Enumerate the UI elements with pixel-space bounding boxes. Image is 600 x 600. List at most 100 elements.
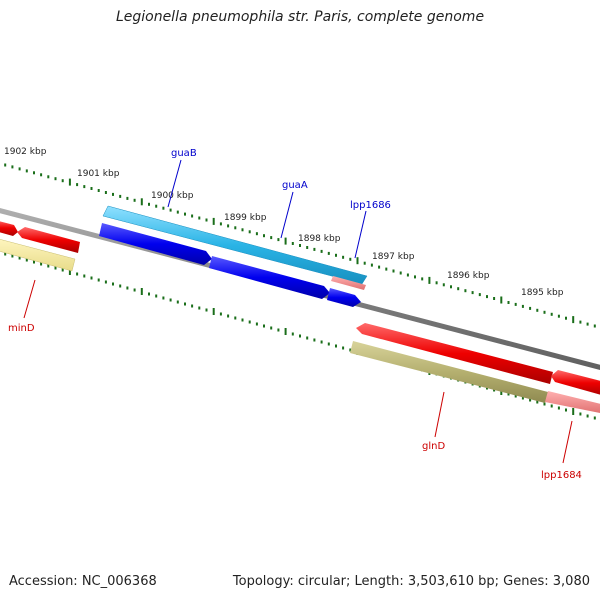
minor-tick	[191, 214, 194, 218]
minor-tick	[169, 208, 172, 212]
minor-tick	[335, 253, 337, 257]
minor-tick	[349, 348, 352, 352]
minor-tick	[550, 312, 553, 316]
minor-tick	[579, 320, 582, 324]
minor-tick	[493, 297, 496, 300]
minor-tick	[169, 298, 172, 302]
gene-label-guaA[interactable]: guaA	[282, 180, 308, 191]
minor-tick	[385, 267, 388, 271]
minor-tick	[191, 304, 194, 308]
minor-tick	[565, 408, 567, 412]
minor-tick	[18, 256, 21, 260]
minor-tick	[270, 236, 273, 240]
cds-arrow-left-1[interactable]	[0, 220, 18, 236]
cds-bar-khaki[interactable]	[350, 341, 548, 403]
minor-tick	[593, 416, 596, 420]
gene-label-lpp1686[interactable]: lpp1686	[350, 200, 391, 211]
minor-tick	[219, 312, 222, 316]
minor-tick	[421, 277, 424, 281]
minor-tick	[342, 255, 345, 259]
minor-tick	[299, 244, 301, 247]
minor-tick	[18, 167, 21, 171]
minor-tick	[521, 304, 524, 308]
cds-bar-pink-right[interactable]	[545, 391, 600, 414]
minor-tick	[119, 284, 122, 288]
minor-tick	[450, 285, 452, 289]
minor-tick	[40, 262, 43, 266]
minor-tick	[54, 177, 57, 181]
genome-summary-text: Topology: circular; Length: 3,503,610 bp…	[232, 574, 590, 589]
cds-arrow-lpp1686[interactable]	[327, 288, 361, 307]
minor-tick	[248, 230, 251, 234]
gene-label-lpp1684[interactable]: lpp1684	[541, 470, 582, 481]
cds-arrow-guaB[interactable]	[99, 223, 212, 265]
minor-tick	[536, 400, 539, 404]
minor-tick	[47, 264, 50, 268]
minor-tick	[234, 226, 237, 230]
cds-arrow-glnD[interactable]	[356, 323, 553, 384]
leader-line-minD	[23, 279, 36, 319]
minor-tick	[33, 260, 35, 264]
minor-tick	[155, 204, 158, 208]
cds-arrow-guaA[interactable]	[209, 256, 330, 299]
minor-tick	[521, 396, 524, 400]
minor-tick	[155, 294, 158, 298]
minor-tick	[593, 324, 596, 328]
minor-tick	[47, 175, 50, 179]
gene-label-glnD[interactable]: glnD	[422, 441, 445, 452]
minor-tick	[241, 228, 244, 232]
minor-tick	[320, 249, 323, 253]
minor-tick	[126, 286, 129, 290]
minor-tick	[299, 334, 301, 338]
minor-tick	[11, 254, 14, 258]
major-tick	[356, 257, 359, 265]
minor-tick	[306, 246, 309, 249]
minor-tick	[176, 210, 179, 214]
ruler-label: 1896 kbp	[447, 271, 490, 281]
minor-tick	[464, 289, 467, 293]
minor-tick	[184, 212, 186, 216]
major-tick	[572, 408, 575, 415]
minor-tick	[148, 292, 150, 296]
minor-tick	[198, 306, 201, 310]
gene-label-guaB[interactable]: guaB	[171, 148, 197, 159]
minor-tick	[25, 258, 28, 262]
minor-tick	[33, 171, 35, 175]
minor-tick	[40, 173, 43, 177]
minor-tick	[399, 271, 402, 275]
ruler-label: 1895 kbp	[521, 288, 564, 298]
minor-tick	[119, 194, 122, 198]
minor-tick	[442, 283, 445, 287]
ruler-label: 1897 kbp	[372, 252, 415, 262]
minor-tick	[198, 216, 201, 220]
minor-tick	[543, 402, 546, 406]
minor-tick	[227, 224, 230, 228]
minor-tick	[414, 275, 416, 279]
minor-tick	[112, 192, 114, 196]
cds-bar-minD[interactable]	[0, 238, 76, 272]
minor-tick	[184, 302, 186, 306]
minor-tick	[219, 222, 222, 226]
leader-line-guaA	[280, 191, 294, 239]
ruler-label: 1902 kbp	[4, 147, 47, 157]
minor-tick	[76, 272, 79, 276]
upper-tick-row	[4, 163, 596, 328]
minor-tick	[90, 187, 93, 190]
minor-tick	[313, 338, 316, 342]
minor-tick	[25, 169, 28, 173]
minor-tick	[248, 320, 251, 324]
minor-tick	[205, 218, 208, 222]
minor-tick	[263, 324, 265, 328]
cds-feature-pink-upper[interactable]	[331, 276, 366, 290]
cds-arrow-left-2[interactable]	[17, 227, 80, 253]
minor-tick	[133, 198, 136, 202]
minor-tick	[291, 242, 294, 245]
ruler-label: 1898 kbp	[298, 234, 341, 244]
cds-arrow-lpp1684[interactable]	[551, 370, 600, 396]
minor-tick	[76, 183, 79, 187]
minor-tick	[255, 232, 258, 236]
major-tick	[284, 237, 287, 245]
minor-tick	[54, 266, 57, 270]
minor-tick	[104, 191, 107, 194]
gene-label-minD[interactable]: minD	[8, 323, 35, 334]
